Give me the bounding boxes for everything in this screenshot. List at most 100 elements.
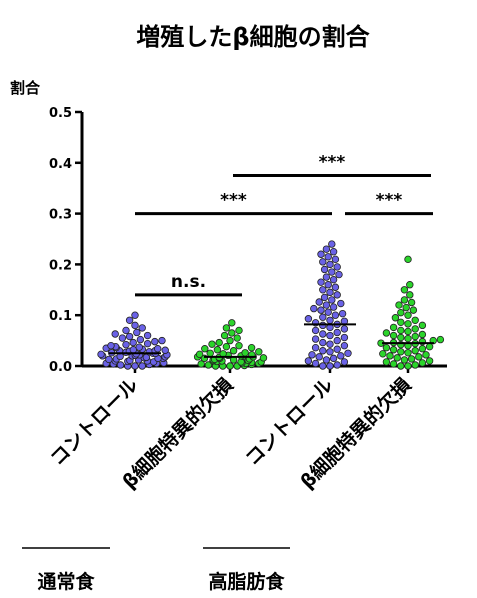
significance-label: ***	[376, 191, 403, 211]
data-point	[312, 336, 319, 343]
data-point	[223, 325, 230, 332]
data-point	[320, 322, 327, 329]
data-point	[144, 340, 151, 347]
data-point	[330, 248, 337, 255]
significance-annotations: n.s.*** ******	[135, 153, 433, 295]
data-point	[396, 302, 403, 309]
data-point	[236, 342, 243, 349]
data-point	[412, 317, 419, 324]
data-point	[398, 309, 405, 316]
data-point	[405, 312, 412, 319]
data-point	[311, 305, 318, 312]
data-point	[407, 292, 414, 299]
data-point	[407, 281, 414, 288]
data-point	[139, 325, 146, 332]
data-point	[108, 342, 115, 349]
data-point	[412, 347, 419, 354]
chart-title: 増殖したβ細胞の割合	[136, 23, 370, 51]
data-point	[152, 338, 159, 345]
data-point	[330, 276, 337, 283]
y-tick-label: 0.4	[49, 157, 72, 172]
data-point	[341, 334, 348, 341]
data-point	[130, 339, 137, 346]
data-point	[327, 289, 334, 296]
data-point	[126, 333, 133, 340]
data-point	[405, 321, 412, 328]
data-point	[320, 339, 327, 346]
data-point	[325, 253, 332, 260]
data-point	[132, 322, 139, 329]
data-point	[401, 297, 408, 304]
data-point	[316, 299, 323, 306]
data-point	[405, 328, 412, 335]
data-point	[255, 348, 262, 355]
data-point	[419, 331, 426, 338]
data-point	[327, 261, 334, 268]
data-point	[383, 330, 390, 337]
data-point	[242, 349, 249, 356]
data-point	[236, 327, 243, 334]
data-point	[419, 360, 426, 367]
data-point	[318, 279, 325, 286]
group-label: 通常食	[37, 570, 95, 593]
data-point	[398, 363, 405, 370]
y-tick-label: 0.2	[49, 258, 72, 273]
data-point	[437, 336, 444, 343]
data-point	[405, 363, 412, 370]
data-point	[327, 317, 334, 324]
data-point	[227, 337, 234, 344]
data-point	[320, 287, 327, 294]
data-point	[398, 319, 405, 326]
data-point	[305, 315, 312, 322]
significance-label: ***	[220, 191, 247, 211]
data-point	[338, 353, 345, 360]
data-point	[309, 352, 316, 359]
data-point	[327, 341, 334, 348]
data-point	[134, 329, 141, 336]
group-labels: 通常食 高脂肪食	[22, 548, 290, 593]
data-point	[321, 294, 328, 301]
data-point	[408, 299, 415, 306]
data-point	[426, 343, 433, 350]
data-point	[325, 309, 332, 316]
data-point	[227, 363, 234, 370]
data-point	[327, 348, 334, 355]
data-point	[209, 341, 216, 348]
y-axis-label: 割合	[10, 79, 41, 97]
data-point	[334, 329, 341, 336]
data-point	[320, 331, 327, 338]
data-point	[223, 343, 230, 350]
data-point	[321, 266, 328, 273]
data-point	[318, 307, 325, 314]
data-point	[383, 344, 390, 351]
data-point	[398, 327, 405, 334]
data-point	[341, 342, 348, 349]
data-point	[162, 347, 169, 354]
data-point	[216, 339, 223, 346]
data-point	[405, 349, 412, 356]
data-point	[345, 350, 352, 357]
data-point	[132, 312, 139, 319]
data-point	[139, 363, 146, 370]
data-point	[202, 345, 209, 352]
data-point	[312, 344, 319, 351]
data-point	[410, 307, 417, 314]
category-label: コントロール	[46, 374, 142, 470]
data-point	[412, 326, 419, 333]
data-point	[196, 351, 203, 358]
data-point	[408, 356, 415, 363]
data-point	[329, 241, 336, 248]
group-label: 高脂肪食	[208, 570, 285, 593]
data-point	[403, 304, 410, 311]
y-tick-label: 0.0	[49, 360, 72, 375]
data-point	[221, 332, 228, 339]
data-point	[137, 336, 144, 343]
data-point	[334, 337, 341, 344]
data-point	[390, 346, 397, 353]
data-point	[327, 332, 334, 339]
data-point	[394, 355, 401, 362]
data-point	[119, 335, 126, 342]
data-point	[144, 332, 151, 339]
data-point	[214, 346, 221, 353]
data-point	[412, 362, 419, 369]
